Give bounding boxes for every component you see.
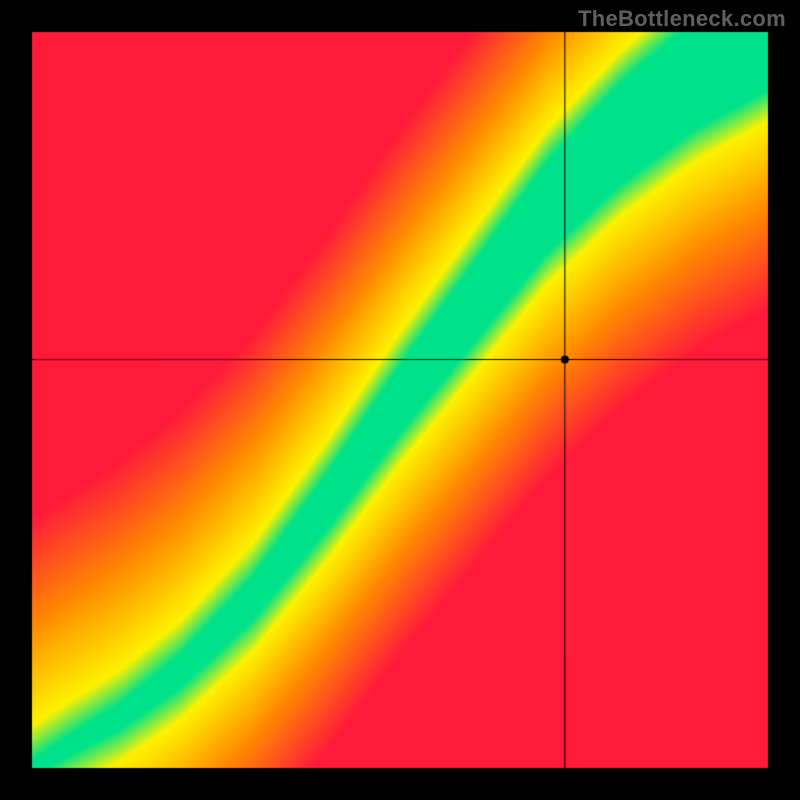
chart-container: TheBottleneck.com: [0, 0, 800, 800]
watermark-text: TheBottleneck.com: [578, 6, 786, 32]
bottleneck-heatmap: [0, 0, 800, 800]
